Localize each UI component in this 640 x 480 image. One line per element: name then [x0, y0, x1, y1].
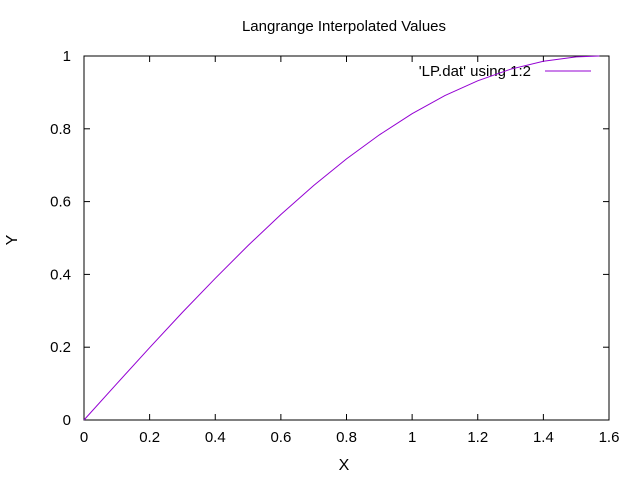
x-tick-label: 0.6 — [270, 429, 291, 446]
y-tick-label: 1 — [63, 48, 71, 65]
chart-title: Langrange Interpolated Values — [242, 18, 446, 35]
x-tick-label: 1 — [408, 429, 416, 446]
legend-label: 'LP.dat' using 1:2 — [419, 63, 531, 80]
y-axis-label: Y — [4, 234, 21, 245]
series-layer — [83, 55, 600, 421]
x-tick-label: 0.2 — [139, 429, 160, 446]
x-axis-ticks: 0 0.2 0.4 0.6 0.8 1 1.2 1.4 1.6 — [80, 56, 620, 446]
legend: 'LP.dat' using 1:2 — [419, 63, 591, 80]
series-line — [83, 55, 600, 421]
x-tick-label: 0 — [80, 429, 88, 446]
y-tick-label: 0 — [63, 412, 71, 429]
x-tick-label: 1.6 — [599, 429, 620, 446]
y-tick-label: 0.8 — [50, 121, 71, 138]
y-tick-label: 0.4 — [50, 266, 71, 283]
x-tick-label: 0.8 — [336, 429, 357, 446]
y-tick-label: 0.2 — [50, 339, 71, 356]
x-tick-label: 0.4 — [205, 429, 226, 446]
plot-frame — [83, 55, 610, 421]
y-tick-label: 0.6 — [50, 194, 71, 211]
x-axis-label: X — [339, 457, 350, 474]
y-axis-ticks: 0 0.2 0.4 0.6 0.8 1 — [50, 48, 609, 429]
x-tick-label: 1.2 — [467, 429, 488, 446]
x-tick-label: 1.4 — [533, 429, 554, 446]
